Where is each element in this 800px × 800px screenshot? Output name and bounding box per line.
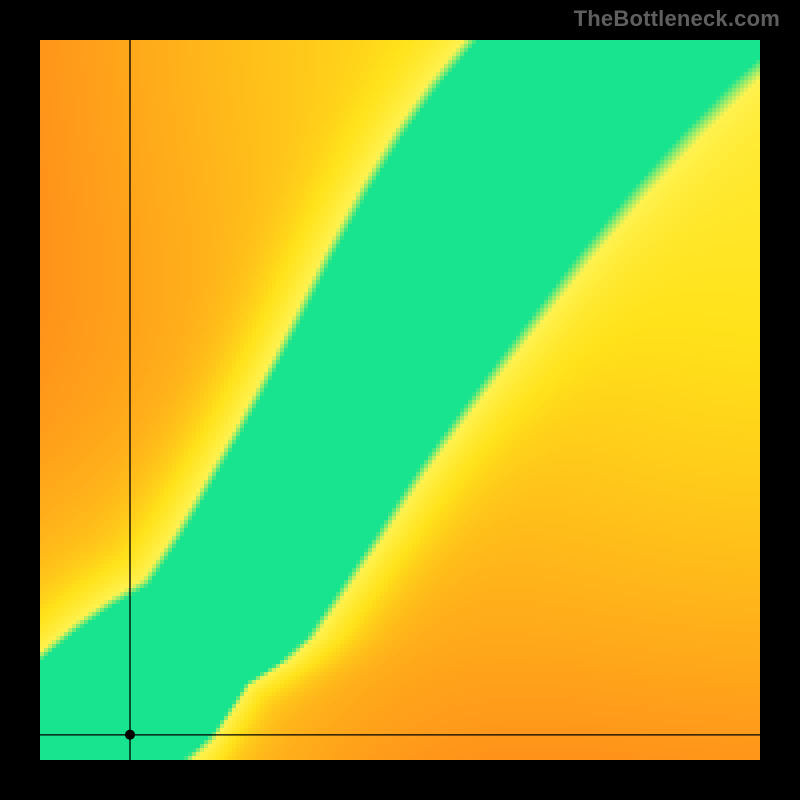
bottleneck-heatmap-canvas (0, 0, 800, 800)
watermark-label: TheBottleneck.com (574, 6, 780, 32)
